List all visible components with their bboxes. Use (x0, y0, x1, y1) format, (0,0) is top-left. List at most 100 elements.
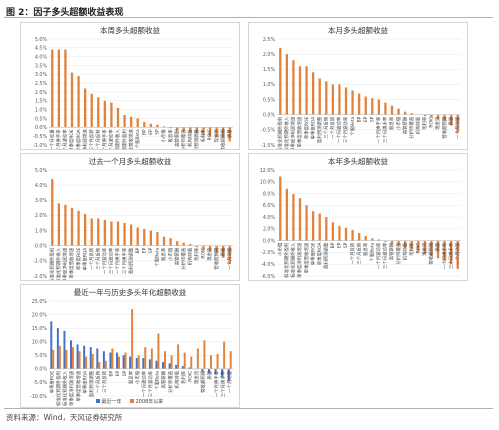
bar-3-0-13 (364, 235, 367, 241)
y-tick-label: 6.0% (263, 203, 276, 209)
bar-0-0-7 (97, 97, 100, 128)
bar-4-0-3 (70, 340, 72, 369)
bar-4-1-4 (78, 351, 81, 369)
y-tick-label: 4.0% (35, 183, 48, 189)
bar-4-0-24 (208, 368, 210, 373)
bar-1-0-15 (377, 99, 381, 115)
category-label: 三个月波动率 (382, 242, 389, 269)
y-tick-label: 0.0% (35, 244, 48, 250)
bar-4-0-14 (142, 358, 145, 369)
chart-panel-annualized: 最近一年与历史多头年化超额收益 -10.0% -5.0% 0.0% 5.0% 10.0% 1… (20, 284, 240, 408)
bar-0-0-20 (182, 127, 185, 131)
category-label: 标准化预期外盈利 (276, 117, 283, 149)
category-label: 一个月反转 (88, 247, 95, 270)
bar-4-1-15 (150, 348, 153, 369)
bar-1-0-17 (390, 105, 394, 115)
category-label: ROIC (207, 129, 213, 140)
y-tick-label: -2.0% (33, 274, 47, 280)
bar-chart-svg: 过去一个月多头超额收益 -2.0% -1.0% 0.0% 1.0% 2.0% 3.0% 4.0… (33, 156, 233, 280)
bar-4-0-9 (109, 352, 112, 369)
category-label: 高管薪酬 (173, 129, 180, 147)
y-tick-label: -0.5% (33, 134, 47, 140)
bar-4-1-27 (229, 351, 232, 369)
category-label: 标准化预期外收入 (114, 129, 121, 149)
bar-1-0-24 (436, 114, 440, 120)
category-label: SP (369, 116, 375, 122)
bar-4-0-15 (148, 359, 151, 369)
category-label: 高管薪酬 (388, 242, 395, 260)
category-label: 盈利预测调整 (193, 129, 200, 149)
bar-4-1-20 (183, 352, 186, 369)
category-label: 个股Beta (155, 371, 161, 390)
bar-0-0-18 (169, 127, 172, 129)
bar-3-0-6 (318, 213, 321, 241)
bar-4-0-10 (116, 352, 118, 369)
bar-2-0-17 (162, 236, 166, 246)
y-tick-label: -1.0% (33, 143, 47, 149)
category-label: EP (148, 129, 154, 135)
category-label: 单季度ROA (75, 129, 82, 149)
category-label: 单季度ROA (316, 243, 323, 266)
bar-1-0-13 (364, 96, 367, 115)
category-label: 盈利预测调整 (316, 116, 323, 143)
y-tick-label: 4.5% (35, 46, 48, 52)
y-tick-label: 20.0% (32, 312, 48, 318)
bar-3-0-17 (390, 240, 394, 244)
category-label: 现金流 (213, 129, 220, 143)
legend-swatch (96, 399, 100, 403)
category-label: 单季度营收增速 (296, 116, 303, 147)
category-label: BP (135, 247, 141, 253)
bar-4-1-26 (223, 341, 226, 369)
category-label: 三个月反转 (94, 247, 101, 270)
bar-3-0-1 (285, 188, 289, 241)
legend-swatch (130, 399, 134, 403)
category-label: BP (330, 242, 336, 248)
y-tick-label: 15.0% (32, 326, 48, 332)
category-label: 小市值 (167, 247, 174, 261)
category-label: 股息率 (160, 247, 167, 261)
figure-title: 图 2：因子多头超额收益表现 (6, 8, 124, 18)
bar-0-0-21 (189, 127, 192, 133)
bar-4-1-8 (104, 360, 107, 369)
category-label: 单季度ROE (75, 247, 82, 270)
category-label: EP (337, 242, 343, 248)
bar-2-0-10 (116, 221, 120, 246)
category-label: 现金流 (421, 242, 428, 256)
bar-chart-svg: 本年多头超额收益 -6.0% -4.0% -2.0% 0.0% 2.0% 4.0% 6.0% 8… (260, 156, 461, 280)
bar-4-0-21 (188, 367, 191, 369)
bar-4-0-23 (201, 368, 204, 372)
category-label: 股息率 (362, 242, 369, 256)
bar-4-1-6 (91, 353, 94, 369)
bar-3-0-8 (331, 222, 335, 241)
category-label: 毛利率 (200, 129, 207, 143)
category-label: BP (141, 129, 147, 135)
bar-1-0-6 (318, 78, 321, 115)
bar-4-0-16 (155, 360, 158, 369)
bar-4-1-16 (157, 333, 160, 369)
bar-4-0-18 (168, 363, 171, 369)
category-label: 股息率 (127, 370, 134, 384)
category-label: 一个月换手率 (441, 242, 448, 269)
category-label: 单季度ROA (309, 117, 316, 140)
bar-2-0-15 (149, 230, 153, 246)
y-tick-label: 2.0% (263, 227, 276, 233)
bar-chart-svg: 本月多头超额收益 -1.0% -0.5% 0.0% 0.5% 1.0% 1.5% 2.0% 2.… (261, 25, 461, 149)
bar-3-0-23 (430, 240, 433, 256)
category-label: 盈利预测调整 (88, 370, 95, 397)
bar-3-0-22 (423, 240, 427, 254)
bar-chart-svg: 最近一年与历史多头年化超额收益 -10.0% -5.0% 0.0% 5.0% 10.0% 1… (30, 287, 233, 406)
category-label: 毛利率 (408, 242, 415, 256)
category-label: 小市值 (160, 129, 167, 143)
bar-2-0-25 (215, 245, 218, 254)
category-label: 毛利率 (421, 116, 428, 130)
y-tick-label: -5.0% (33, 380, 47, 386)
category-label: 机构持股 (186, 247, 193, 265)
category-label: 三个月换手率 (101, 129, 108, 149)
bar-3-0-18 (397, 240, 400, 246)
category-label: 营收超预期 (213, 247, 220, 270)
category-label: 机构持股 (401, 242, 408, 260)
y-tick-label: 10.0% (260, 180, 276, 186)
bar-2-0-23 (202, 245, 205, 251)
y-tick-label: -1.0% (33, 259, 47, 265)
category-label: SP (148, 247, 154, 253)
